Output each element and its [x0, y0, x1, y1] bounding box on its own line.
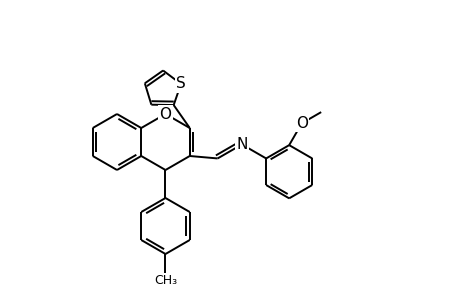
Text: CH₃: CH₃ — [154, 274, 177, 287]
Text: O: O — [295, 116, 307, 131]
Text: N: N — [235, 137, 247, 152]
Text: O: O — [159, 106, 171, 122]
Text: S: S — [176, 76, 185, 92]
